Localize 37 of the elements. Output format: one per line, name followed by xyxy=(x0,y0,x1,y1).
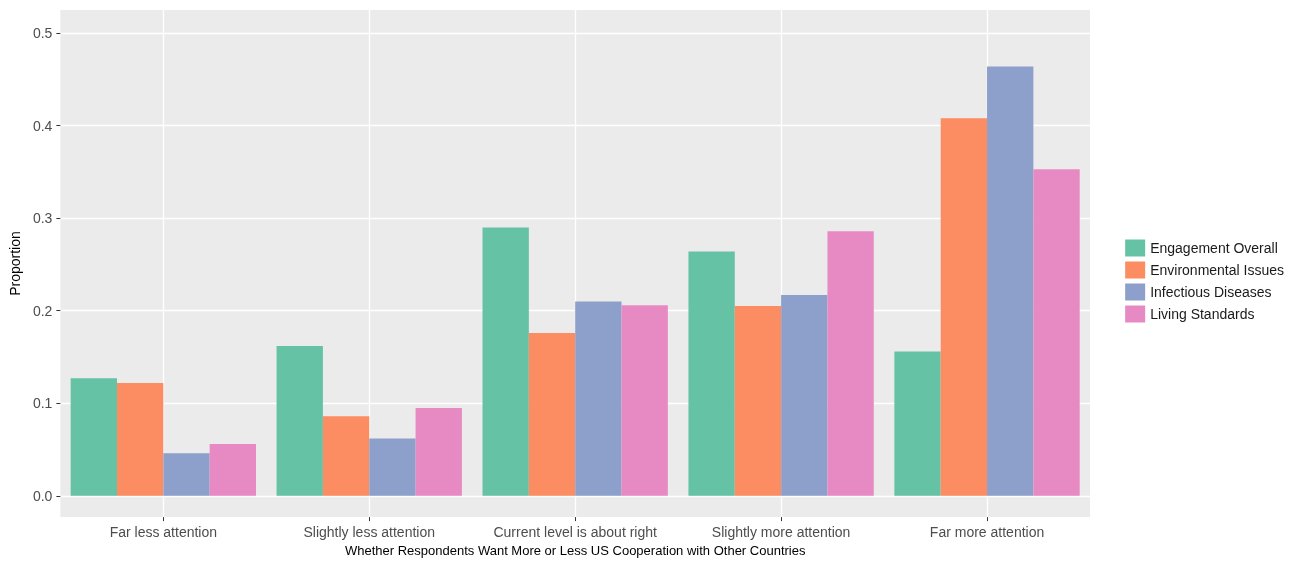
x-tick-label: Far more attention xyxy=(929,524,1045,541)
legend-label: Engagement Overall xyxy=(1150,240,1278,256)
x-tick-label: Slightly more attention xyxy=(711,524,851,541)
bar xyxy=(688,251,735,496)
x-axis-title: Whether Respondents Want More or Less US Cooperation with Other Countries xyxy=(344,543,806,558)
y-tick-label: 0.0 xyxy=(32,487,53,504)
y-tick-label: 0.2 xyxy=(32,302,53,319)
bar xyxy=(70,378,117,496)
x-tick-label: Slightly less attention xyxy=(303,524,436,541)
y-tick-label: 0.5 xyxy=(32,25,53,42)
bar xyxy=(528,332,576,496)
bar xyxy=(415,407,462,496)
bar xyxy=(734,306,782,496)
bar xyxy=(575,301,622,496)
bar xyxy=(894,351,941,496)
bar xyxy=(322,416,370,496)
bar xyxy=(482,227,529,496)
x-tick-label: Current level is about right xyxy=(493,524,657,541)
bar xyxy=(987,66,1034,496)
bar xyxy=(276,345,323,496)
bar xyxy=(369,438,416,496)
bar xyxy=(621,305,668,496)
y-axis-title: Proportion xyxy=(7,231,23,296)
bar xyxy=(116,382,164,496)
bar xyxy=(1033,169,1080,496)
legend-label: Living Standards xyxy=(1150,306,1255,322)
y-tick-label: 0.1 xyxy=(32,395,53,412)
bar xyxy=(209,444,256,496)
y-tick-label: 0.3 xyxy=(32,210,53,227)
x-tick-label: Far less attention xyxy=(109,524,218,541)
bar xyxy=(827,231,874,496)
bar xyxy=(940,118,988,496)
bar xyxy=(781,295,828,496)
legend-label: Environmental Issues xyxy=(1150,262,1284,278)
y-tick-label: 0.4 xyxy=(32,117,53,134)
legend-label: Infectious Diseases xyxy=(1150,284,1272,300)
bar xyxy=(163,453,210,496)
